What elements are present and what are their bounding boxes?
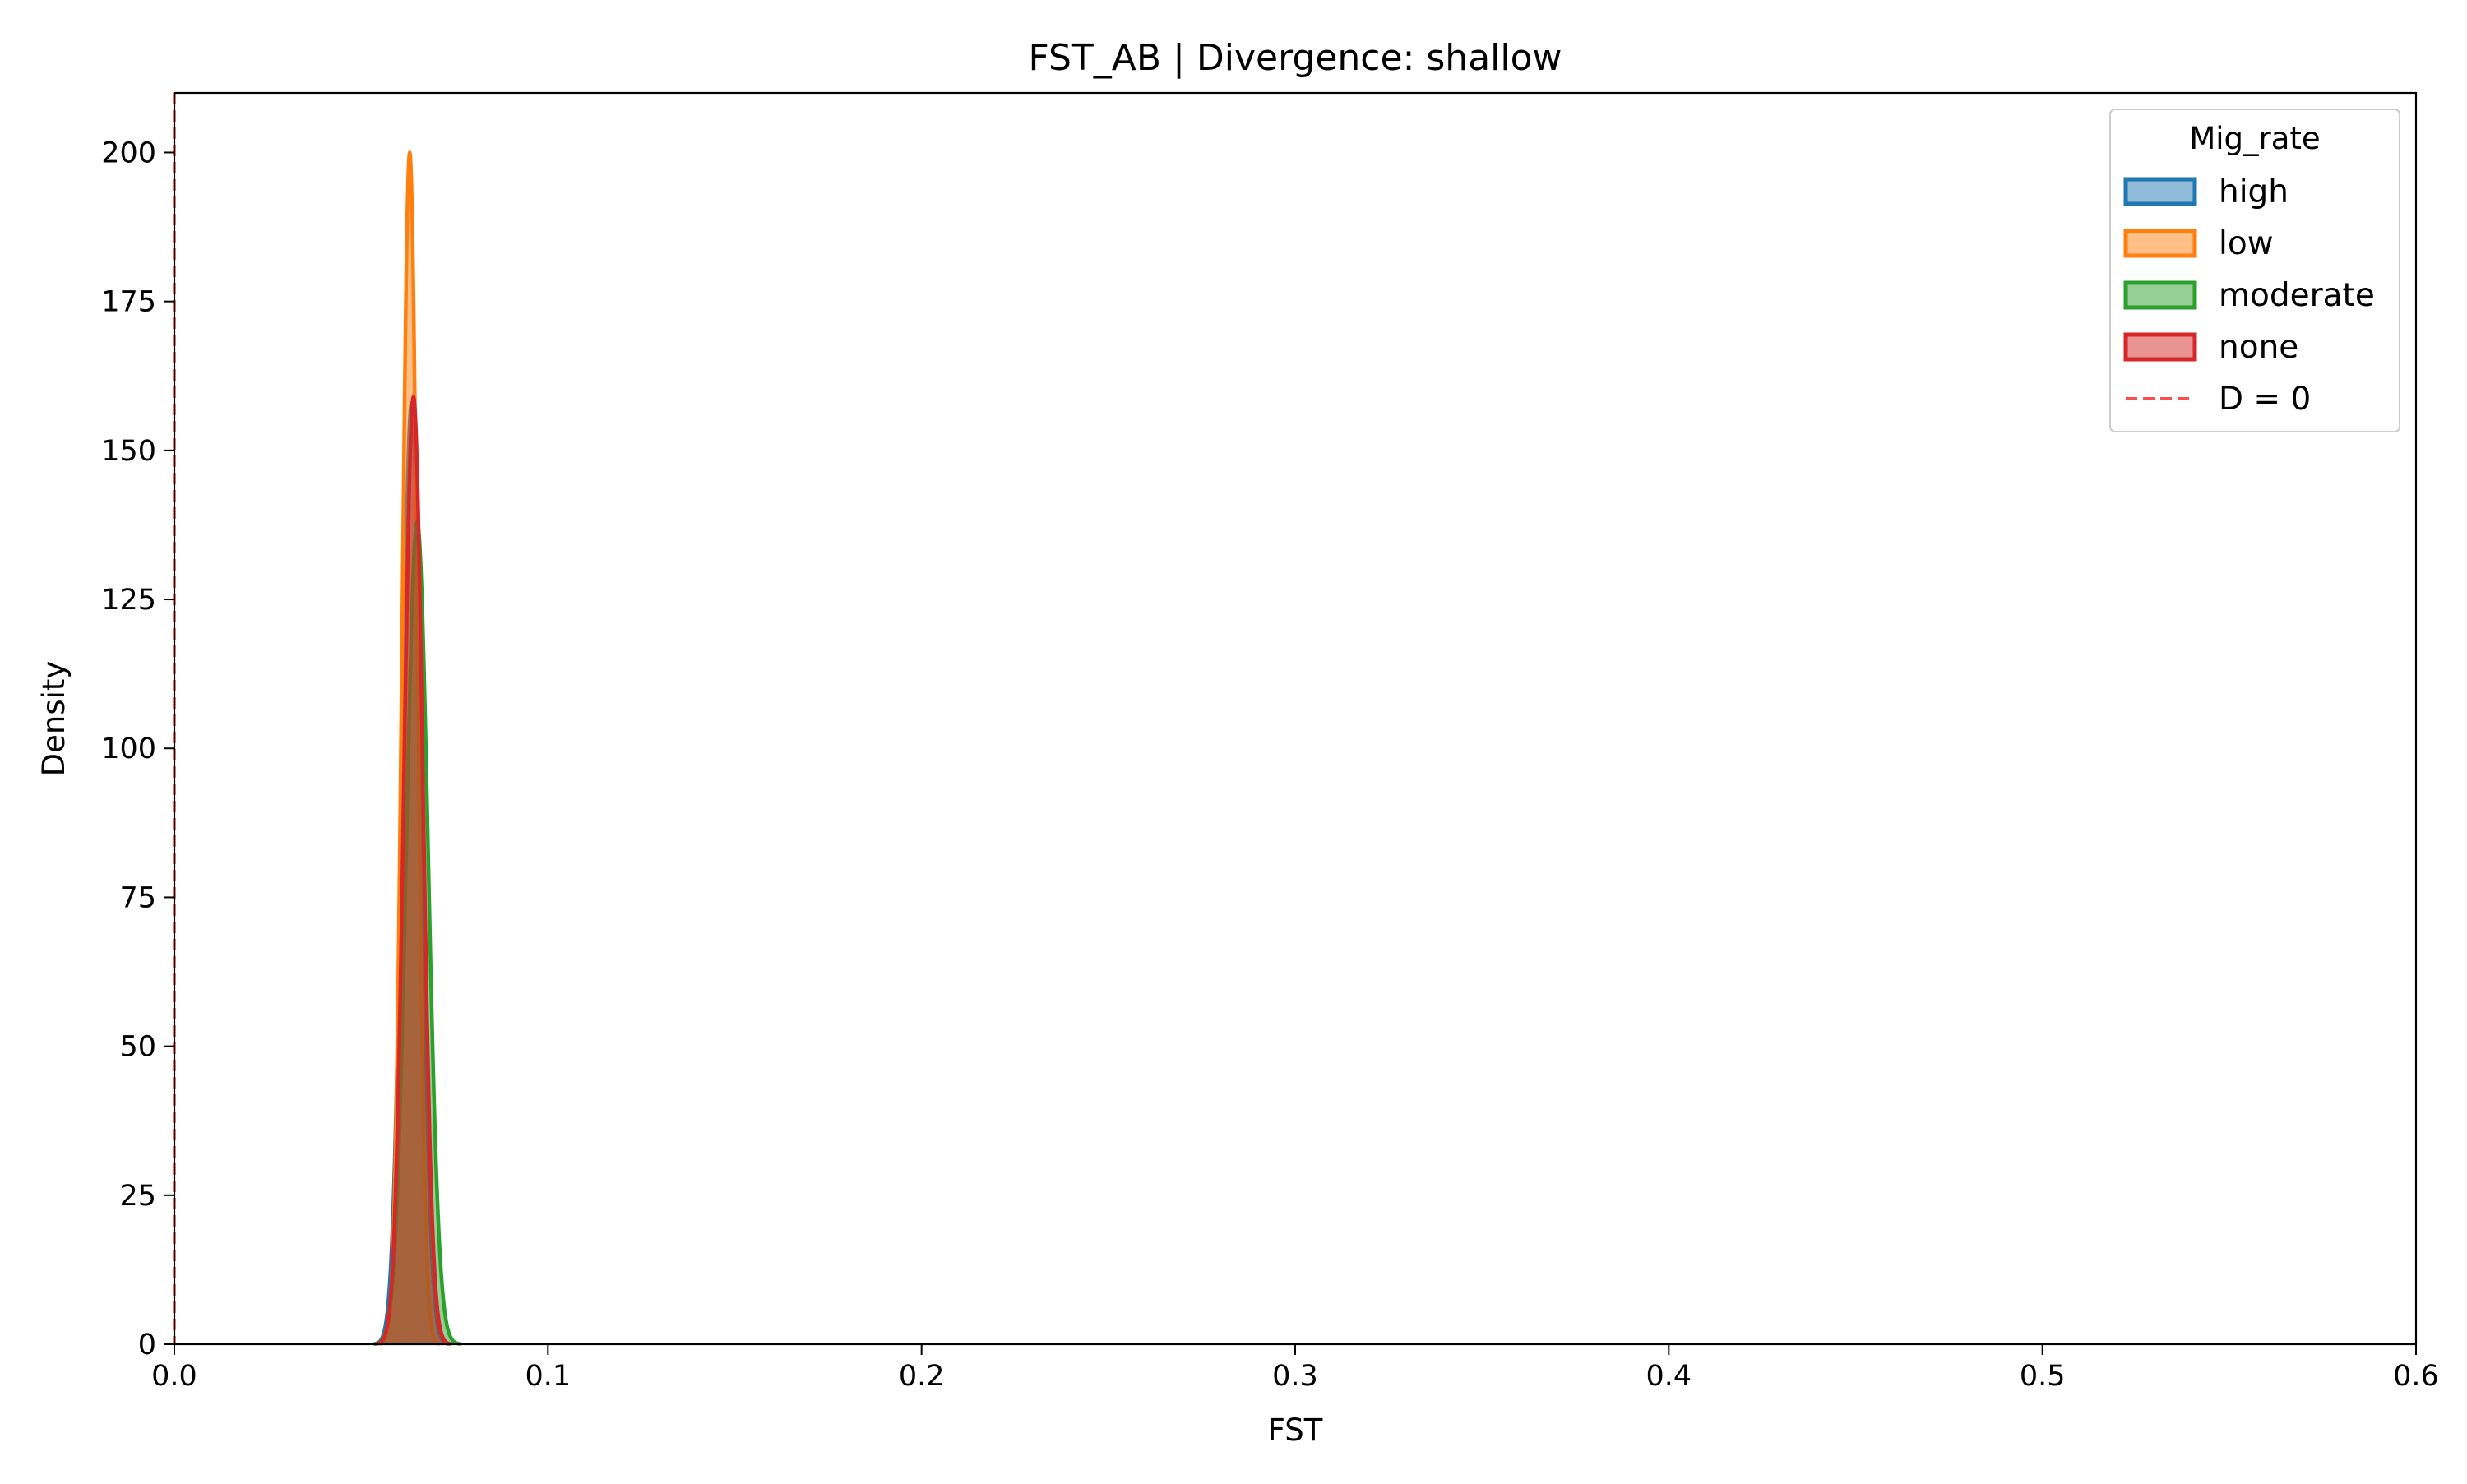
x-tick-label: 0.3 — [1272, 1360, 1318, 1393]
x-tick-label: 0.0 — [151, 1360, 197, 1393]
legend-label-moderate: moderate — [2219, 277, 2375, 314]
y-tick-label: 25 — [119, 1180, 156, 1213]
chart-title: FST_AB | Divergence: shallow — [1028, 37, 1562, 79]
legend-label-low: low — [2219, 225, 2274, 262]
y-tick-label: 200 — [101, 136, 156, 169]
density-line-none — [374, 395, 452, 1346]
legend-swatch-none — [2123, 332, 2197, 362]
density-area-none — [376, 396, 451, 1344]
legend-label-reference-line: D = 0 — [2219, 381, 2311, 418]
x-tick-label: 0.6 — [2393, 1360, 2439, 1393]
y-tick-label: 175 — [101, 286, 156, 319]
y-tick-label: 125 — [101, 584, 156, 617]
axis-ticks: 0.0 0.1 0.2 0.3 0.4 0.5 0.6 0 25 50 75 100 125 150 175… — [101, 136, 2439, 1393]
legend: Mig_rate high low moderate none D = 0 — [2109, 109, 2400, 432]
y-tick-label: 75 — [119, 881, 156, 914]
y-tick-label: 150 — [101, 435, 156, 468]
y-tick-label: 100 — [101, 733, 156, 765]
x-tick-label: 0.5 — [2020, 1360, 2066, 1393]
legend-swatch-moderate — [2123, 280, 2197, 310]
legend-items: high low moderate none D = 0 — [2123, 173, 2375, 418]
x-tick-label: 0.4 — [1645, 1360, 1692, 1393]
x-axis-label: FST — [1268, 1412, 1323, 1448]
y-axis-label: Density — [36, 661, 72, 777]
legend-swatch-low — [2123, 229, 2197, 258]
x-tick-label: 0.2 — [899, 1360, 945, 1393]
legend-title: Mig_rate — [2189, 121, 2320, 156]
y-tick-label: 0 — [138, 1329, 156, 1361]
legend-label-high: high — [2219, 173, 2289, 210]
legend-label-none: none — [2219, 329, 2298, 366]
x-tick-label: 0.1 — [525, 1360, 571, 1393]
legend-swatch-high — [2123, 177, 2197, 206]
y-tick-label: 50 — [119, 1031, 156, 1064]
